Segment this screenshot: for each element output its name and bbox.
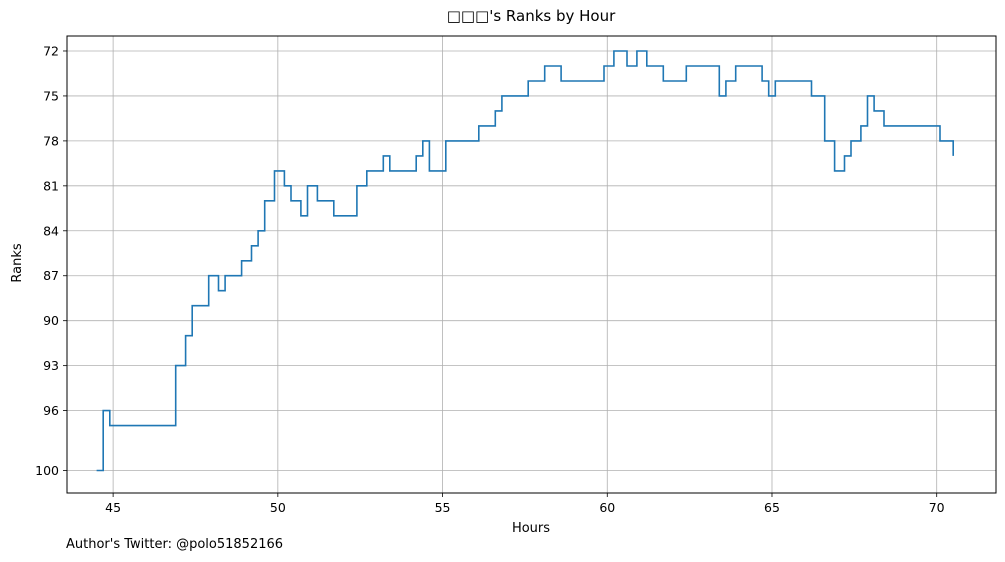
x-tick-label: 60 <box>599 500 615 515</box>
y-tick-label: 100 <box>35 463 59 478</box>
x-tick-label: 45 <box>105 500 121 515</box>
rank-step-line <box>96 50 954 472</box>
y-tick-label: 90 <box>43 313 59 328</box>
y-tick-label: 81 <box>43 178 59 193</box>
x-tick-label: 65 <box>764 500 780 515</box>
y-tick-label: 93 <box>43 358 59 373</box>
y-tick-label: 72 <box>43 43 59 58</box>
chart-title: □□□'s Ranks by Hour <box>447 7 616 25</box>
grid-layer <box>67 36 996 493</box>
x-tick-label: 70 <box>929 500 945 515</box>
y-axis-title: Ranks <box>10 243 25 282</box>
y-tick-label: 84 <box>43 223 59 238</box>
y-tick-label: 87 <box>43 268 59 283</box>
plot-frame <box>66 35 997 494</box>
y-tick-label: 78 <box>43 133 59 148</box>
series-layer <box>96 50 954 472</box>
author-twitter-note: Author's Twitter: @polo51852166 <box>66 537 284 552</box>
y-tick-label: 75 <box>43 88 59 103</box>
x-tick-label: 55 <box>435 500 451 515</box>
x-tick-label: 50 <box>270 500 286 515</box>
x-axis-title: Hours <box>512 521 550 536</box>
tick-layer: 45 50 55 60 65 70 72 75 78 81 84 87 90 93 96 100 <box>35 43 945 515</box>
y-tick-label: 96 <box>43 403 59 418</box>
